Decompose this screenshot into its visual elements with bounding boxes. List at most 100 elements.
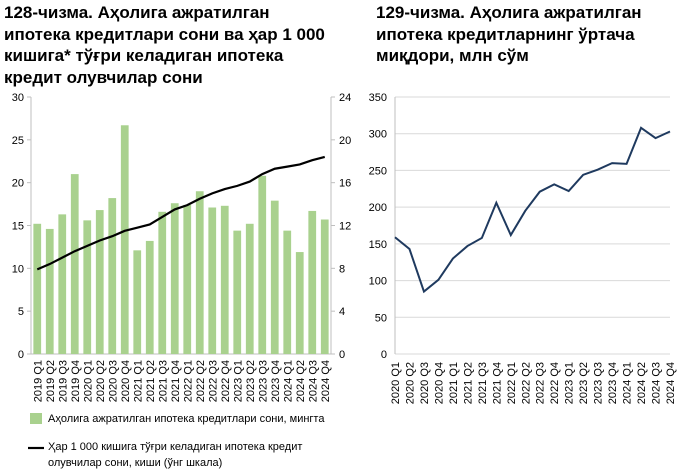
x-tick-label: 2022 Q4 <box>220 360 232 402</box>
bar <box>195 191 204 354</box>
bar <box>270 200 279 354</box>
x-tick-label: 2021 Q2 <box>462 362 474 404</box>
x-tick-label: 2024 Q4 <box>665 362 677 404</box>
x-tick-label: 2022 Q2 <box>195 360 207 402</box>
x-tick-label: 2023 Q1 <box>564 362 576 404</box>
x-tick-label: 2022 Q2 <box>520 362 532 404</box>
left-tick-label: 5 <box>18 306 24 318</box>
right-tick-label: 0 <box>339 349 345 361</box>
bar <box>133 250 142 354</box>
legend-bar-label: Аҳолига ажратилган ипотека кредитлари со… <box>48 413 325 425</box>
x-tick-label: 2022 Q3 <box>207 360 219 402</box>
y-tick-label: 350 <box>369 92 387 104</box>
x-tick-label: 2021 Q2 <box>145 360 157 402</box>
x-tick-label: 2024 Q2 <box>636 362 648 404</box>
left-tick-label: 15 <box>12 221 24 233</box>
left-tick-label: 10 <box>12 263 24 275</box>
bar <box>58 214 67 354</box>
x-tick-label: 2019 Q4 <box>70 360 82 402</box>
x-tick-label: 2021 Q4 <box>170 360 182 402</box>
right-tick-label: 4 <box>339 306 345 318</box>
bar <box>145 240 154 354</box>
right-tick-label: 8 <box>339 263 345 275</box>
left-tick-label: 20 <box>12 178 24 190</box>
bar <box>208 207 217 354</box>
x-tick-label: 2021 Q1 <box>448 362 460 404</box>
chart-129-title: 129-чизма. Аҳолига ажратилган ипотека кр… <box>376 3 642 65</box>
bar <box>45 228 54 354</box>
y-tick-label: 150 <box>369 239 387 251</box>
y-tick-label: 100 <box>369 276 387 288</box>
x-tick-label: 2020 Q1 <box>390 362 402 404</box>
line-series <box>394 126 671 294</box>
bar <box>33 223 42 354</box>
x-tick-label: 2023 Q3 <box>257 360 269 402</box>
bar <box>108 198 117 354</box>
bar <box>158 211 167 354</box>
x-tick-label: 2023 Q4 <box>270 360 282 402</box>
bar <box>283 230 292 354</box>
x-tick-label: 2021 Q4 <box>491 362 503 404</box>
y-tick-label: 200 <box>369 202 387 214</box>
y-tick-label: 300 <box>369 129 387 141</box>
x-tick-label: 2023 Q1 <box>232 360 244 402</box>
bar <box>245 223 254 354</box>
bar <box>83 220 92 354</box>
y-tick-label: 50 <box>375 312 387 324</box>
x-tick-label: 2023 Q2 <box>245 360 257 402</box>
bar <box>233 230 242 354</box>
x-tick-label: 2023 Q3 <box>593 362 605 404</box>
bar <box>220 205 229 354</box>
right-tick-label: 24 <box>339 92 351 104</box>
bar <box>120 125 129 355</box>
chart-128-title: 128-чизма. Аҳолига ажратилган ипотека кр… <box>4 3 325 87</box>
x-tick-label: 2021 Q3 <box>157 360 169 402</box>
y-tick-label: 0 <box>381 349 387 361</box>
x-tick-label: 2022 Q1 <box>506 362 518 404</box>
x-tick-label: 2019 Q3 <box>57 360 69 402</box>
bar <box>308 210 317 354</box>
x-tick-label: 2020 Q3 <box>107 360 119 402</box>
right-tick-label: 16 <box>339 178 351 190</box>
x-tick-label: 2024 Q3 <box>307 360 319 402</box>
right-tick-label: 12 <box>339 221 351 233</box>
bar <box>95 210 104 354</box>
x-tick-label: 2020 Q3 <box>419 362 431 404</box>
left-tick-label: 0 <box>18 349 24 361</box>
x-tick-label: 2020 Q1 <box>82 360 94 402</box>
x-tick-label: 2024 Q4 <box>320 360 332 402</box>
x-tick-label: 2024 Q2 <box>295 360 307 402</box>
x-tick-label: 2022 Q1 <box>182 360 194 402</box>
right-tick-label: 20 <box>339 135 351 147</box>
bar <box>183 204 192 354</box>
bar <box>70 174 79 354</box>
y-tick-label: 250 <box>369 165 387 177</box>
legend-line-label: Ҳар 1 000 кишига тўғри келадиган ипотека… <box>48 441 303 469</box>
x-tick-label: 2020 Q2 <box>95 360 107 402</box>
left-tick-label: 30 <box>12 92 24 104</box>
x-tick-label: 2020 Q4 <box>120 360 132 402</box>
x-tick-label: 2022 Q3 <box>535 362 547 404</box>
x-tick-label: 2023 Q4 <box>607 362 619 404</box>
x-tick-label: 2020 Q4 <box>433 362 445 404</box>
line-series <box>36 155 326 271</box>
x-tick-label: 2019 Q1 <box>32 360 44 402</box>
bar <box>295 252 304 354</box>
x-tick-label: 2022 Q4 <box>549 362 561 404</box>
x-tick-label: 2024 Q3 <box>651 362 663 404</box>
x-tick-label: 2021 Q3 <box>477 362 489 404</box>
x-tick-label: 2024 Q1 <box>622 362 634 404</box>
bar <box>258 175 267 354</box>
bar <box>320 219 329 354</box>
x-tick-label: 2023 Q2 <box>578 362 590 404</box>
left-tick-label: 25 <box>12 135 24 147</box>
x-tick-label: 2021 Q1 <box>132 360 144 402</box>
bar <box>170 203 179 354</box>
legend-bar-swatch <box>30 413 42 424</box>
x-tick-label: 2019 Q2 <box>45 360 57 402</box>
x-tick-label: 2024 Q1 <box>282 360 294 402</box>
x-tick-label: 2020 Q2 <box>404 362 416 404</box>
